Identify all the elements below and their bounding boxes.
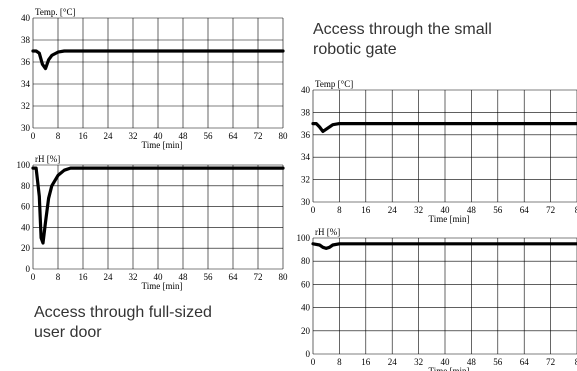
x-tick-label: 32: [129, 131, 138, 141]
y-tick-label: 40: [301, 303, 311, 313]
x-tick-label: 40: [441, 357, 451, 367]
y-tick-label: 34: [301, 152, 311, 162]
x-tick-label: 72: [254, 131, 263, 141]
x-tick-label: 8: [575, 205, 577, 215]
y-tick-label: 34: [21, 79, 31, 89]
y-tick-label: 100: [297, 233, 311, 243]
y-tick-label: 100: [17, 160, 31, 170]
y-tick-label: 36: [21, 57, 31, 67]
x-tick-label: 64: [229, 131, 239, 141]
x-tick-label: 72: [546, 357, 555, 367]
y-tick-label: 40: [21, 222, 31, 232]
x-tick-label: 24: [104, 131, 114, 141]
x-tick-label: 40: [154, 272, 164, 282]
y-tick-label: 60: [21, 202, 31, 212]
x-tick-label: 8: [575, 357, 577, 367]
x-tick-label: 0: [311, 205, 316, 215]
x-tick-label: 24: [388, 205, 398, 215]
x-tick-label: 8: [56, 131, 61, 141]
x-tick-label: 16: [361, 357, 371, 367]
y-tick-label: 32: [301, 175, 310, 185]
y-axis-label: Temp. [°C]: [35, 7, 75, 17]
x-tick-label: 0: [31, 272, 36, 282]
chart-user-door-rh: 0 8 16 24 32 40 48 56 64 72 80 0 20 40 60 80 100 rH [%] Ti…: [17, 154, 289, 291]
x-tick-label: 16: [79, 131, 89, 141]
x-tick-label: 56: [204, 131, 214, 141]
y-tick-label: 36: [301, 130, 311, 140]
data-series-line: [31, 166, 285, 245]
x-tick-label: 24: [388, 357, 398, 367]
x-axis-label: Time [min]: [429, 366, 470, 371]
x-axis-label: Time [min]: [429, 214, 470, 224]
x-tick-label: 64: [229, 272, 239, 282]
x-tick-label: 16: [361, 205, 371, 215]
x-tick-label: 32: [129, 272, 138, 282]
x-axis-label: Time [min]: [142, 140, 183, 150]
y-tick-label: 32: [21, 101, 30, 111]
x-tick-label: 0: [31, 131, 36, 141]
y-axis-label: rH [%]: [315, 227, 340, 237]
x-tick-label: 72: [546, 205, 555, 215]
chart-small-gate-temp: 0 8 16 24 32 40 48 56 64 72 8 30 32 34 36 38 40 Temp [°C]…: [301, 79, 577, 224]
y-tick-label: 40: [21, 13, 31, 23]
x-tick-label: 56: [493, 205, 503, 215]
x-tick-label: 48: [467, 205, 477, 215]
x-axis-label: Time [min]: [142, 281, 183, 291]
y-axis-label: Temp [°C]: [315, 79, 353, 89]
caption-user-door: Access through full-sized user door: [34, 304, 212, 341]
x-tick-label: 8: [56, 272, 61, 282]
y-tick-label: 30: [301, 197, 311, 207]
y-tick-label: 40: [301, 85, 311, 95]
caption-small-gate: Access through the small robotic gate: [313, 21, 492, 58]
y-tick-label: 20: [301, 326, 311, 336]
data-series-line: [311, 242, 577, 250]
y-tick-label: 60: [301, 279, 311, 289]
y-tick-label: 80: [21, 181, 31, 191]
y-tick-label: 38: [301, 107, 311, 117]
x-tick-label: 0: [311, 357, 316, 367]
x-tick-label: 56: [493, 357, 503, 367]
x-tick-label: 24: [104, 272, 114, 282]
y-tick-label: 0: [26, 264, 31, 274]
y-tick-label: 20: [21, 243, 31, 253]
x-tick-label: 16: [79, 272, 89, 282]
x-tick-label: 32: [414, 205, 423, 215]
data-series-line: [31, 49, 285, 71]
x-tick-label: 40: [441, 205, 451, 215]
x-tick-label: 48: [179, 272, 189, 282]
chart-user-door-temp: 0 8 16 24 32 40 48 56 64 72 80 30 32 34 36 38 40 Temp. [°…: [21, 7, 288, 150]
x-tick-label: 48: [467, 357, 477, 367]
y-axis-label: rH [%]: [35, 154, 60, 164]
y-tick-label: 80: [301, 256, 311, 266]
x-tick-label: 64: [520, 205, 530, 215]
x-tick-label: 80: [279, 131, 289, 141]
x-tick-label: 32: [414, 357, 423, 367]
y-tick-label: 30: [21, 123, 31, 133]
y-tick-label: 0: [306, 349, 311, 359]
x-tick-label: 72: [254, 272, 263, 282]
x-tick-label: 8: [337, 357, 342, 367]
x-tick-label: 56: [204, 272, 214, 282]
x-tick-label: 64: [520, 357, 530, 367]
x-tick-label: 40: [154, 131, 164, 141]
x-tick-label: 48: [179, 131, 189, 141]
x-tick-label: 8: [337, 205, 342, 215]
y-tick-label: 38: [21, 35, 31, 45]
data-series-line: [311, 121, 577, 133]
x-tick-label: 80: [279, 272, 289, 282]
